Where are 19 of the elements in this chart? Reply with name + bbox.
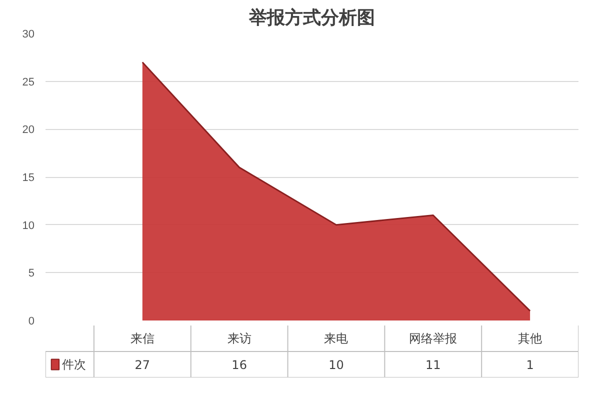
x-tick-label: 来电 — [324, 332, 348, 346]
y-tick-label: 30 — [22, 28, 35, 40]
chart-title: 举报方式分析图 — [248, 8, 375, 28]
y-tick-label: 5 — [28, 268, 35, 280]
y-tick-label: 20 — [22, 124, 35, 136]
y-tick-label: 15 — [22, 172, 35, 184]
data-label: 11 — [426, 358, 441, 372]
y-tick-label: 0 — [28, 316, 35, 328]
x-tick-label: 网络举报 — [409, 332, 458, 346]
x-tick-label: 其他 — [518, 332, 542, 346]
data-label: 10 — [328, 358, 344, 372]
y-tick-label: 10 — [22, 220, 35, 232]
x-tick-label: 来信 — [130, 332, 154, 346]
data-label: 1 — [526, 358, 534, 372]
x-tick-label: 来访 — [227, 332, 252, 346]
legend-label: 件次 — [62, 358, 86, 372]
y-tick-label: 25 — [22, 76, 35, 88]
data-label: 16 — [232, 358, 247, 372]
data-label: 27 — [134, 358, 150, 372]
